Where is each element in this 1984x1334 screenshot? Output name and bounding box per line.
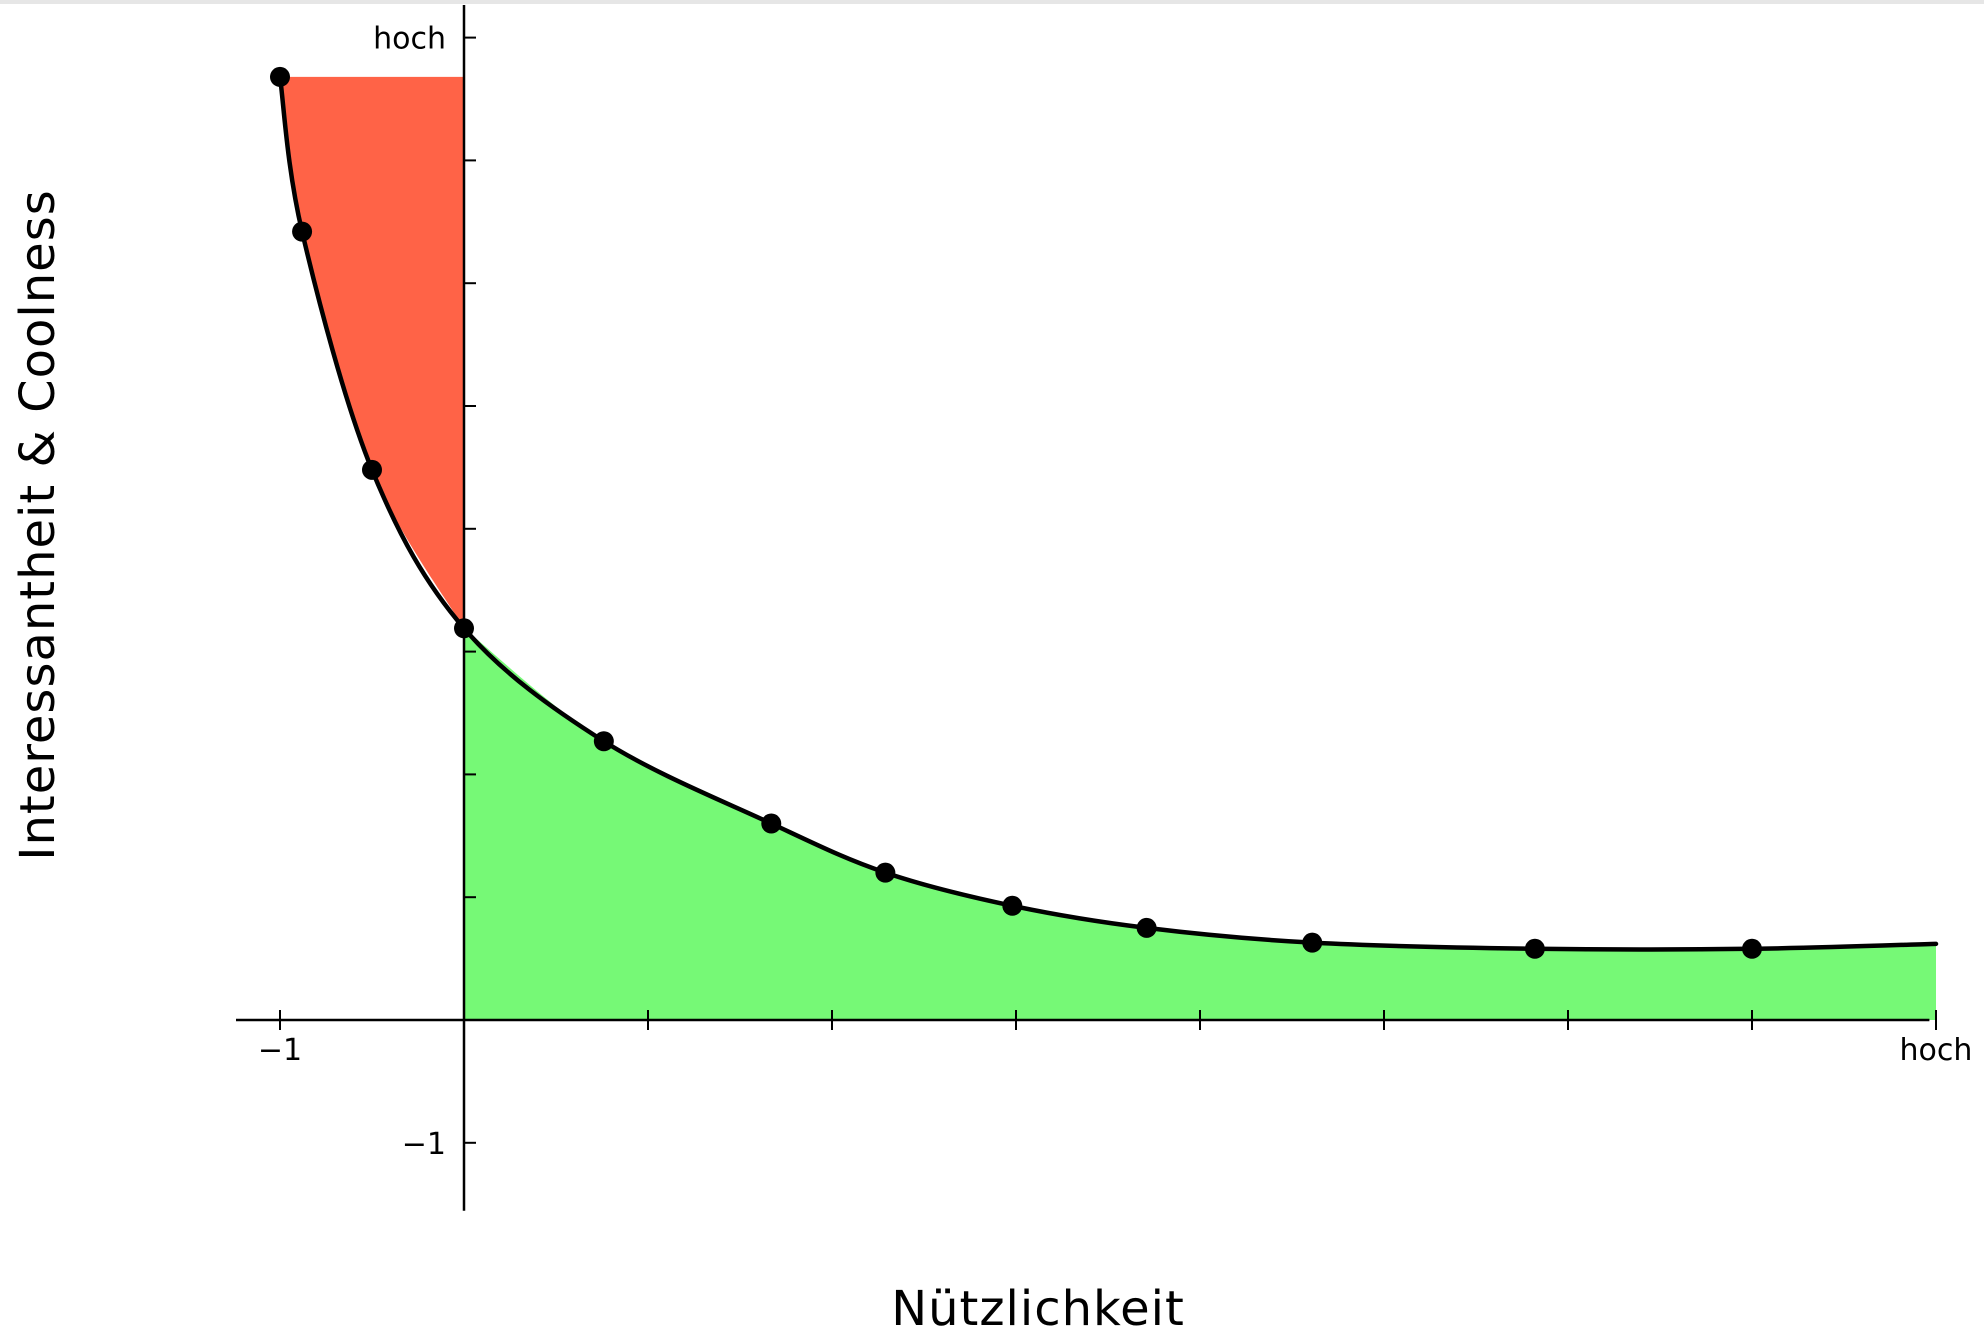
filled-regions [280,76,1936,1020]
top-strip [0,0,1984,4]
data-point [1302,932,1323,953]
positive-region [464,628,1936,1020]
axes [236,5,1937,1211]
data-point [454,618,474,639]
data-point [593,731,614,752]
data-point [1136,917,1157,938]
x-axis-title: Nützlichkeit [891,1281,1185,1334]
data-point [761,813,782,834]
data-points [270,66,1762,959]
data-point [1742,938,1762,959]
data-point [362,459,382,480]
data-point [270,66,290,87]
negative-region [280,76,464,629]
y-axis-title: Interessantheit & Coolness [10,189,66,860]
data-point [1002,895,1023,916]
data-point [875,862,896,883]
tick-labels: −1 hoch −1 hoch [258,22,1973,1162]
y-tick-label: −1 [402,1127,446,1162]
y-tick-label: hoch [373,22,446,57]
x-tick-label: hoch [1900,1033,1973,1068]
data-point [1524,938,1545,959]
x-tick-label: −1 [258,1033,302,1068]
data-point [292,221,313,242]
